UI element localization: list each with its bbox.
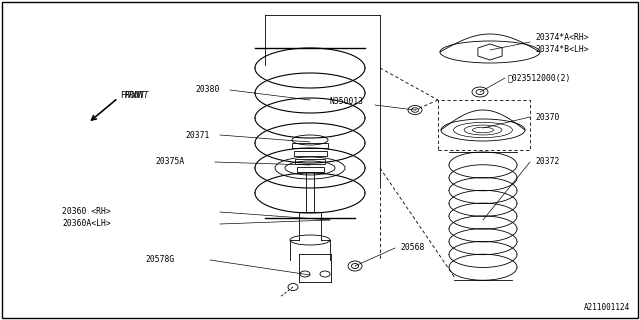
Text: ⓝ023512000(2): ⓝ023512000(2) [508,74,572,83]
Text: 20370: 20370 [535,113,559,122]
Text: 20568: 20568 [400,244,424,252]
Bar [292,143,328,148]
Text: 20372: 20372 [535,157,559,166]
Text: 20578G: 20578G [145,255,174,265]
Text: 20375A: 20375A [155,157,184,166]
Text: N350013: N350013 [330,98,364,107]
Text: 20360A<LH>: 20360A<LH> [62,220,111,228]
Text: 20380: 20380 [195,85,220,94]
Text: 20371: 20371 [185,131,209,140]
Text: A211001124: A211001124 [584,303,630,312]
Text: FRONT: FRONT [120,91,145,100]
Bar [295,159,325,164]
Text: 20374*B<LH>: 20374*B<LH> [535,45,589,54]
Text: FRONT: FRONT [125,92,149,100]
Bar [294,151,326,156]
Bar [296,167,323,172]
Text: 20360 <RH>: 20360 <RH> [62,207,111,217]
Text: 20374*A<RH>: 20374*A<RH> [535,34,589,43]
